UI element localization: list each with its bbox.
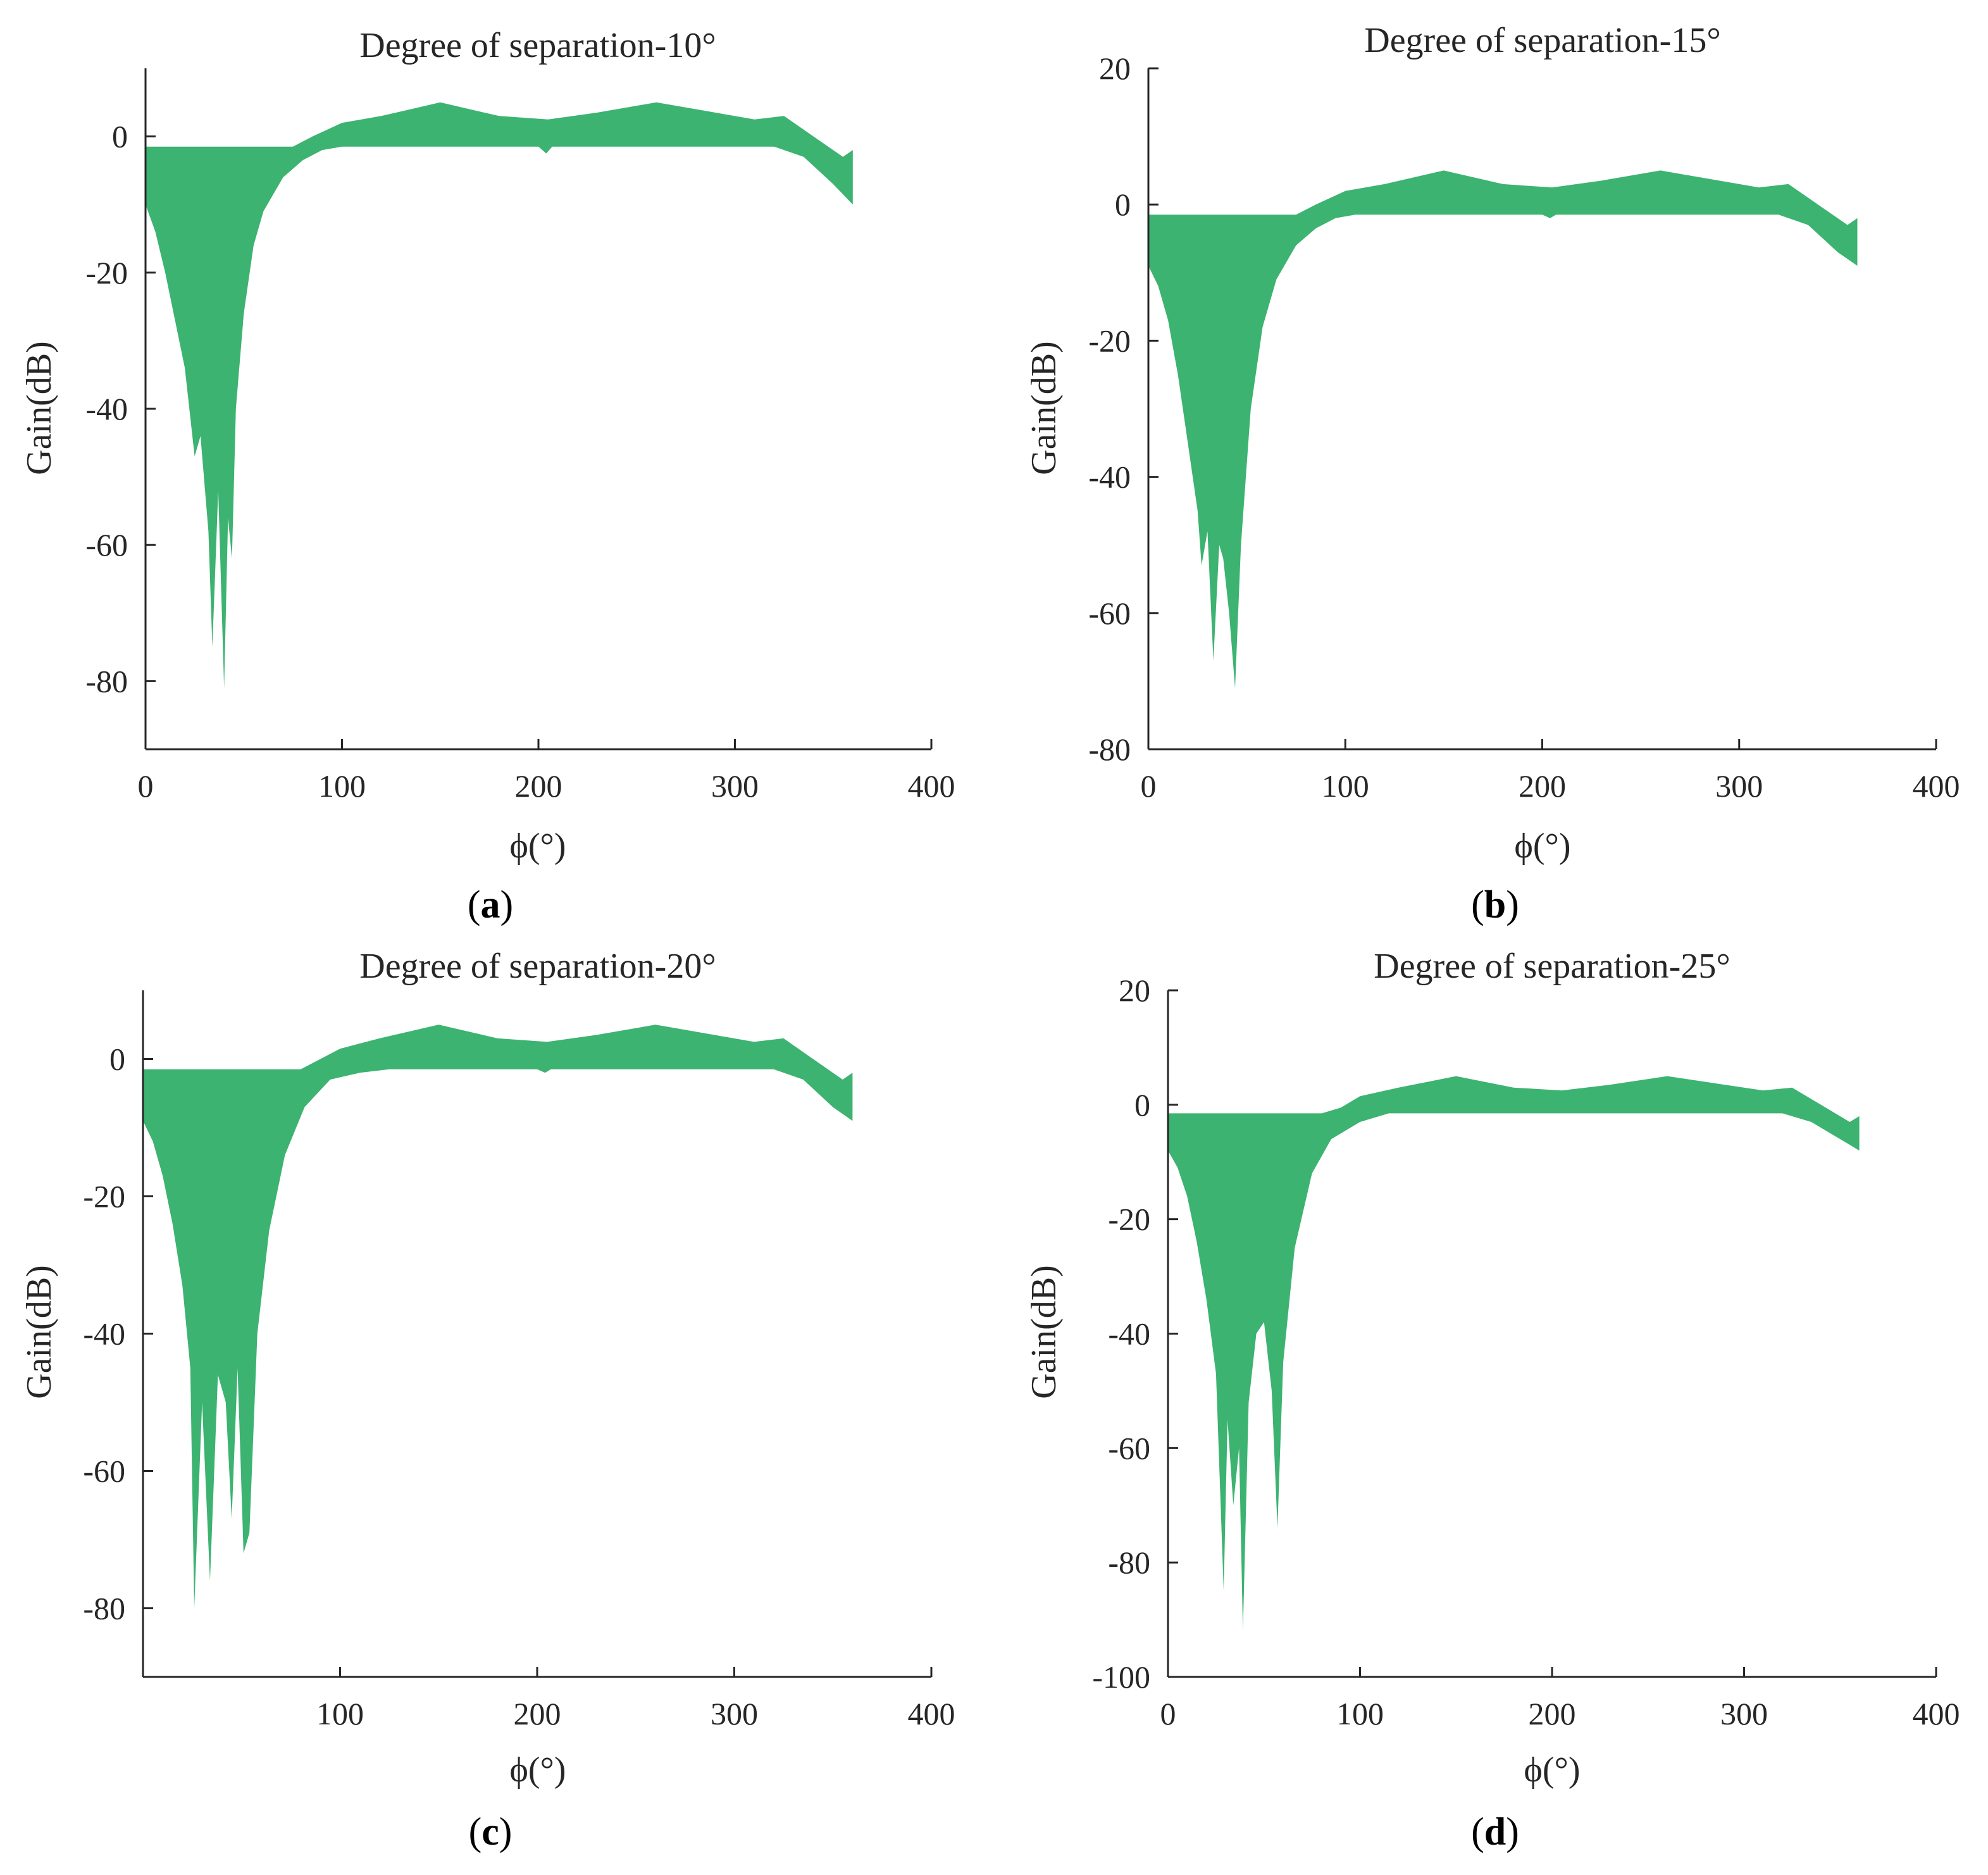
panel-caption: (d): [1471, 1810, 1519, 1853]
y-tick-label: -60: [1108, 1430, 1150, 1466]
chart-title: Degree of separation-25°: [1374, 947, 1730, 986]
chart-title: Degree of separation-20°: [359, 947, 716, 986]
x-tick-label: 200: [1529, 1696, 1576, 1731]
x-tick-label: 100: [318, 768, 366, 804]
x-tick-label: 0: [1160, 1696, 1176, 1731]
y-tick-label: -40: [85, 391, 128, 427]
y-tick-label: -80: [1108, 1545, 1150, 1580]
y-tick-label: -20: [83, 1179, 125, 1214]
x-tick-label: 400: [908, 768, 955, 804]
x-tick-label: 400: [908, 1696, 955, 1731]
x-tick-label: 200: [515, 768, 562, 804]
gain-band-area: [1148, 170, 1858, 688]
y-tick-label: -80: [83, 1591, 125, 1626]
panel-c: -80 -60 -40 -20 0 100 200 300 400 Degree of sep…: [20, 947, 955, 1853]
y-tick-label: -60: [83, 1454, 125, 1489]
panel-caption: (b): [1471, 883, 1519, 926]
x-tick-label: 0: [138, 768, 154, 804]
gain-band-area: [146, 102, 853, 688]
y-axis-ticks: -80 -60 -40 -20 0: [83, 1042, 153, 1626]
y-tick-label: -40: [83, 1316, 125, 1352]
y-tick-label: -40: [1088, 459, 1131, 495]
panel-a: -80 -60 -40 -20 0 0 100 200 300 400 Degree of se…: [20, 26, 955, 926]
x-tick-label: 200: [1519, 768, 1566, 804]
x-tick-label: 0: [1141, 768, 1157, 804]
gain-band-area: [1168, 1076, 1860, 1631]
panel-caption: (c): [469, 1810, 513, 1853]
gain-band-area: [143, 1025, 853, 1609]
y-axis-label: Gain(dB): [20, 341, 59, 475]
y-tick-label: -100: [1092, 1659, 1150, 1695]
panel-b: -80 -60 -40 -20 0 20 0 100 200 300 400 Degree of …: [1024, 21, 1960, 926]
panel-d: -100 -80 -60 -40 -20 0 20 0 100 200 300 400 Degree…: [1024, 947, 1960, 1853]
x-tick-label: 100: [1336, 1696, 1384, 1731]
x-tick-label: 100: [316, 1696, 364, 1731]
x-axis-label: ϕ(°): [1514, 826, 1570, 866]
x-tick-label: 300: [711, 768, 759, 804]
x-tick-label: 400: [1913, 768, 1960, 804]
y-axis-ticks: -100 -80 -60 -40 -20 0 20: [1092, 973, 1178, 1695]
y-tick-label: 0: [112, 119, 128, 154]
y-axis-ticks: -80 -60 -40 -20 0: [85, 119, 156, 699]
x-axis-label: ϕ(°): [509, 1750, 566, 1790]
x-axis-ticks: 0 100 200 300 400: [1160, 1667, 1960, 1731]
x-axis-ticks: 0 100 200 300 400: [138, 739, 955, 804]
y-tick-label: -60: [85, 527, 128, 563]
y-tick-label: 0: [109, 1042, 125, 1077]
y-axis-ticks: -80 -60 -40 -20 0 20: [1088, 51, 1159, 767]
x-axis-label: ϕ(°): [509, 826, 566, 866]
x-tick-label: 100: [1322, 768, 1369, 804]
x-axis-ticks: 0 100 200 300 400: [1141, 739, 1960, 804]
y-tick-label: -40: [1108, 1316, 1150, 1352]
y-tick-label: -20: [1088, 323, 1131, 358]
chart-title: Degree of separation-10°: [359, 26, 716, 65]
y-tick-label: -80: [1088, 732, 1131, 767]
y-tick-label: 20: [1099, 51, 1131, 86]
x-tick-label: 200: [514, 1696, 561, 1731]
x-tick-label: 300: [1720, 1696, 1768, 1731]
y-axis-label: Gain(dB): [1024, 1265, 1064, 1399]
x-tick-label: 400: [1913, 1696, 1960, 1731]
x-tick-label: 300: [711, 1696, 758, 1731]
x-tick-label: 300: [1715, 768, 1763, 804]
y-tick-label: -80: [85, 663, 128, 699]
y-tick-label: -20: [1108, 1202, 1150, 1237]
y-axis-label: Gain(dB): [20, 1265, 59, 1399]
y-tick-label: 0: [1115, 187, 1131, 222]
y-tick-label: 0: [1134, 1087, 1150, 1123]
y-axis-label: Gain(dB): [1024, 341, 1064, 475]
chart-title: Degree of separation-15°: [1364, 21, 1720, 60]
y-tick-label: 20: [1119, 973, 1150, 1008]
x-axis-ticks: 100 200 300 400: [316, 1667, 955, 1731]
y-tick-label: -20: [85, 255, 128, 290]
x-axis-label: ϕ(°): [1524, 1750, 1580, 1790]
y-tick-label: -60: [1088, 595, 1131, 631]
panel-caption: (a): [468, 883, 513, 926]
